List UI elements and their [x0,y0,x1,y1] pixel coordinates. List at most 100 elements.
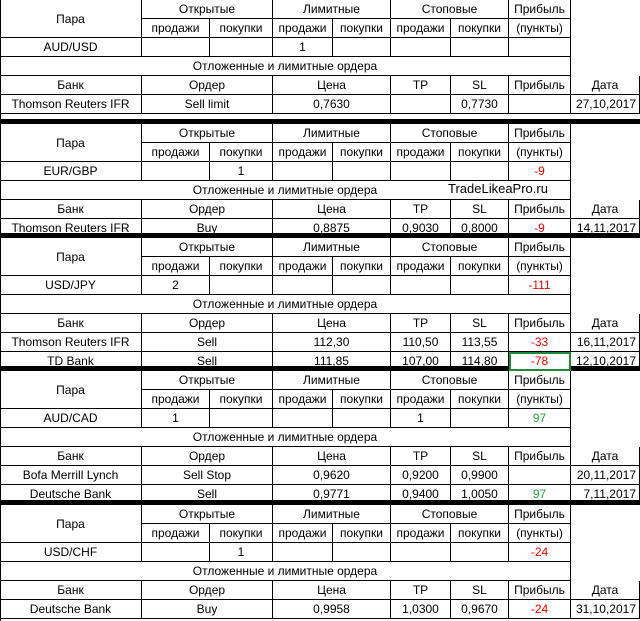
order-profit[interactable] [509,95,571,114]
limit-sell-value[interactable] [273,162,333,181]
empty-cell[interactable] [571,38,640,57]
profit-header[interactable]: Прибыль [509,371,571,390]
price-header[interactable]: Цена [273,581,391,600]
open-header[interactable]: Открытые [142,0,273,19]
pending-orders-title[interactable]: Отложенные и лимитные ордера [0,57,571,76]
pair-name[interactable]: USD/JPY [0,276,142,295]
limit-sell-value[interactable] [273,409,333,428]
stop-buy-header[interactable]: покупки [451,257,509,276]
pair-profit-value[interactable]: -9 [509,162,571,181]
sl-header[interactable]: SL [451,200,509,219]
limit-buy-value[interactable] [333,409,391,428]
order-tp[interactable]: 1,0300 [391,600,451,619]
open-buy-header[interactable]: покупки [210,257,273,276]
pair-header[interactable]: Пара [0,371,142,409]
order-sl[interactable]: 1,0050 [451,485,509,504]
order-bank[interactable]: Deutsche Bank [0,600,142,619]
open-buy-value[interactable] [210,276,273,295]
stop-sell-value[interactable] [391,162,451,181]
empty-cell[interactable] [571,371,640,390]
limit-buy-header[interactable]: покупки [333,524,391,543]
order-bank[interactable]: Bofa Merrill Lynch [0,466,142,485]
stop-buy-value[interactable] [451,276,509,295]
sl-header[interactable]: SL [451,76,509,95]
open-sell-header[interactable]: продажи [142,143,210,162]
limit-buy-header[interactable]: покупки [333,19,391,38]
date-header[interactable]: Дата [571,447,640,466]
limit-header[interactable]: Лимитные [273,0,391,19]
date-header[interactable]: Дата [571,314,640,333]
order-header[interactable]: Ордер [142,76,273,95]
order-price[interactable]: 0,9958 [273,600,391,619]
sl-header[interactable]: SL [451,581,509,600]
order-bank[interactable]: Thomson Reuters IFR [0,333,142,352]
open-buy-value[interactable]: 1 [210,543,273,562]
stop-sell-value[interactable] [391,543,451,562]
points-header[interactable]: (пункты) [509,257,571,276]
empty-cell[interactable] [571,19,640,38]
open-sell-header[interactable]: продажи [142,390,210,409]
stop-header[interactable]: Стоповые [391,124,509,143]
pair-profit-value[interactable]: -24 [509,543,571,562]
limit-sell-header[interactable]: продажи [273,524,333,543]
order-date[interactable]: 16,11,2017 [571,333,640,352]
open-buy-value[interactable] [210,409,273,428]
limit-sell-header[interactable]: продажи [273,390,333,409]
open-sell-header[interactable]: продажи [142,524,210,543]
stop-header[interactable]: Стоповые [391,505,509,524]
open-sell-header[interactable]: продажи [142,257,210,276]
limit-buy-header[interactable]: покупки [333,143,391,162]
profit-header[interactable]: Прибыль [509,505,571,524]
order-date[interactable]: 20,11,2017 [571,466,640,485]
stop-sell-header[interactable]: продажи [391,19,451,38]
price-header[interactable]: Цена [273,76,391,95]
limit-header[interactable]: Лимитные [273,238,391,257]
order-price[interactable]: 0,9620 [273,466,391,485]
order-date[interactable]: 7,11,2017 [571,485,640,504]
sl-header[interactable]: SL [451,314,509,333]
order-price[interactable]: 0,7630 [273,95,391,114]
order-sl[interactable]: 0,9900 [451,466,509,485]
pair-name[interactable]: USD/CHF [0,543,142,562]
pair-profit-value[interactable] [509,38,571,57]
bank-header[interactable]: Банк [0,314,142,333]
stop-sell-header[interactable]: продажи [391,143,451,162]
points-header[interactable]: (пункты) [509,19,571,38]
sl-header[interactable]: SL [451,447,509,466]
empty-cell[interactable] [571,505,640,524]
limit-buy-header[interactable]: покупки [333,257,391,276]
profit-header[interactable]: Прибыль [509,238,571,257]
tp-header[interactable]: TP [391,200,451,219]
stop-sell-header[interactable]: продажи [391,257,451,276]
stop-header[interactable]: Стоповые [391,238,509,257]
order-tp[interactable]: 110,50 [391,333,451,352]
stop-sell-value[interactable] [391,276,451,295]
pending-orders-title[interactable]: Отложенные и лимитные ордера [0,181,571,200]
order-header[interactable]: Ордер [142,447,273,466]
stop-sell-value[interactable] [391,38,451,57]
pair-header[interactable]: Пара [0,0,142,38]
pending-orders-title[interactable]: Отложенные и лимитные ордера [0,562,571,581]
profit-header[interactable]: Прибыль [509,0,571,19]
pending-orders-title[interactable]: Отложенные и лимитные ордера [0,295,571,314]
stop-header[interactable]: Стоповые [391,0,509,19]
date-header[interactable]: Дата [571,200,640,219]
open-header[interactable]: Открытые [142,371,273,390]
pair-header[interactable]: Пара [0,124,142,162]
tp-header[interactable]: TP [391,76,451,95]
open-sell-header[interactable]: продажи [142,19,210,38]
open-header[interactable]: Открытые [142,238,273,257]
limit-sell-header[interactable]: продажи [273,257,333,276]
open-buy-header[interactable]: покупки [210,143,273,162]
limit-header[interactable]: Лимитные [273,124,391,143]
open-header[interactable]: Открытые [142,124,273,143]
pair-header[interactable]: Пара [0,505,142,543]
order-profit[interactable]: -78 [509,352,571,371]
empty-cell[interactable] [571,276,640,295]
empty-cell[interactable] [571,524,640,543]
open-buy-value[interactable]: 1 [210,162,273,181]
order-header[interactable]: Ордер [142,200,273,219]
empty-cell[interactable] [571,409,640,428]
stop-sell-header[interactable]: продажи [391,390,451,409]
open-sell-value[interactable]: 1 [142,409,210,428]
